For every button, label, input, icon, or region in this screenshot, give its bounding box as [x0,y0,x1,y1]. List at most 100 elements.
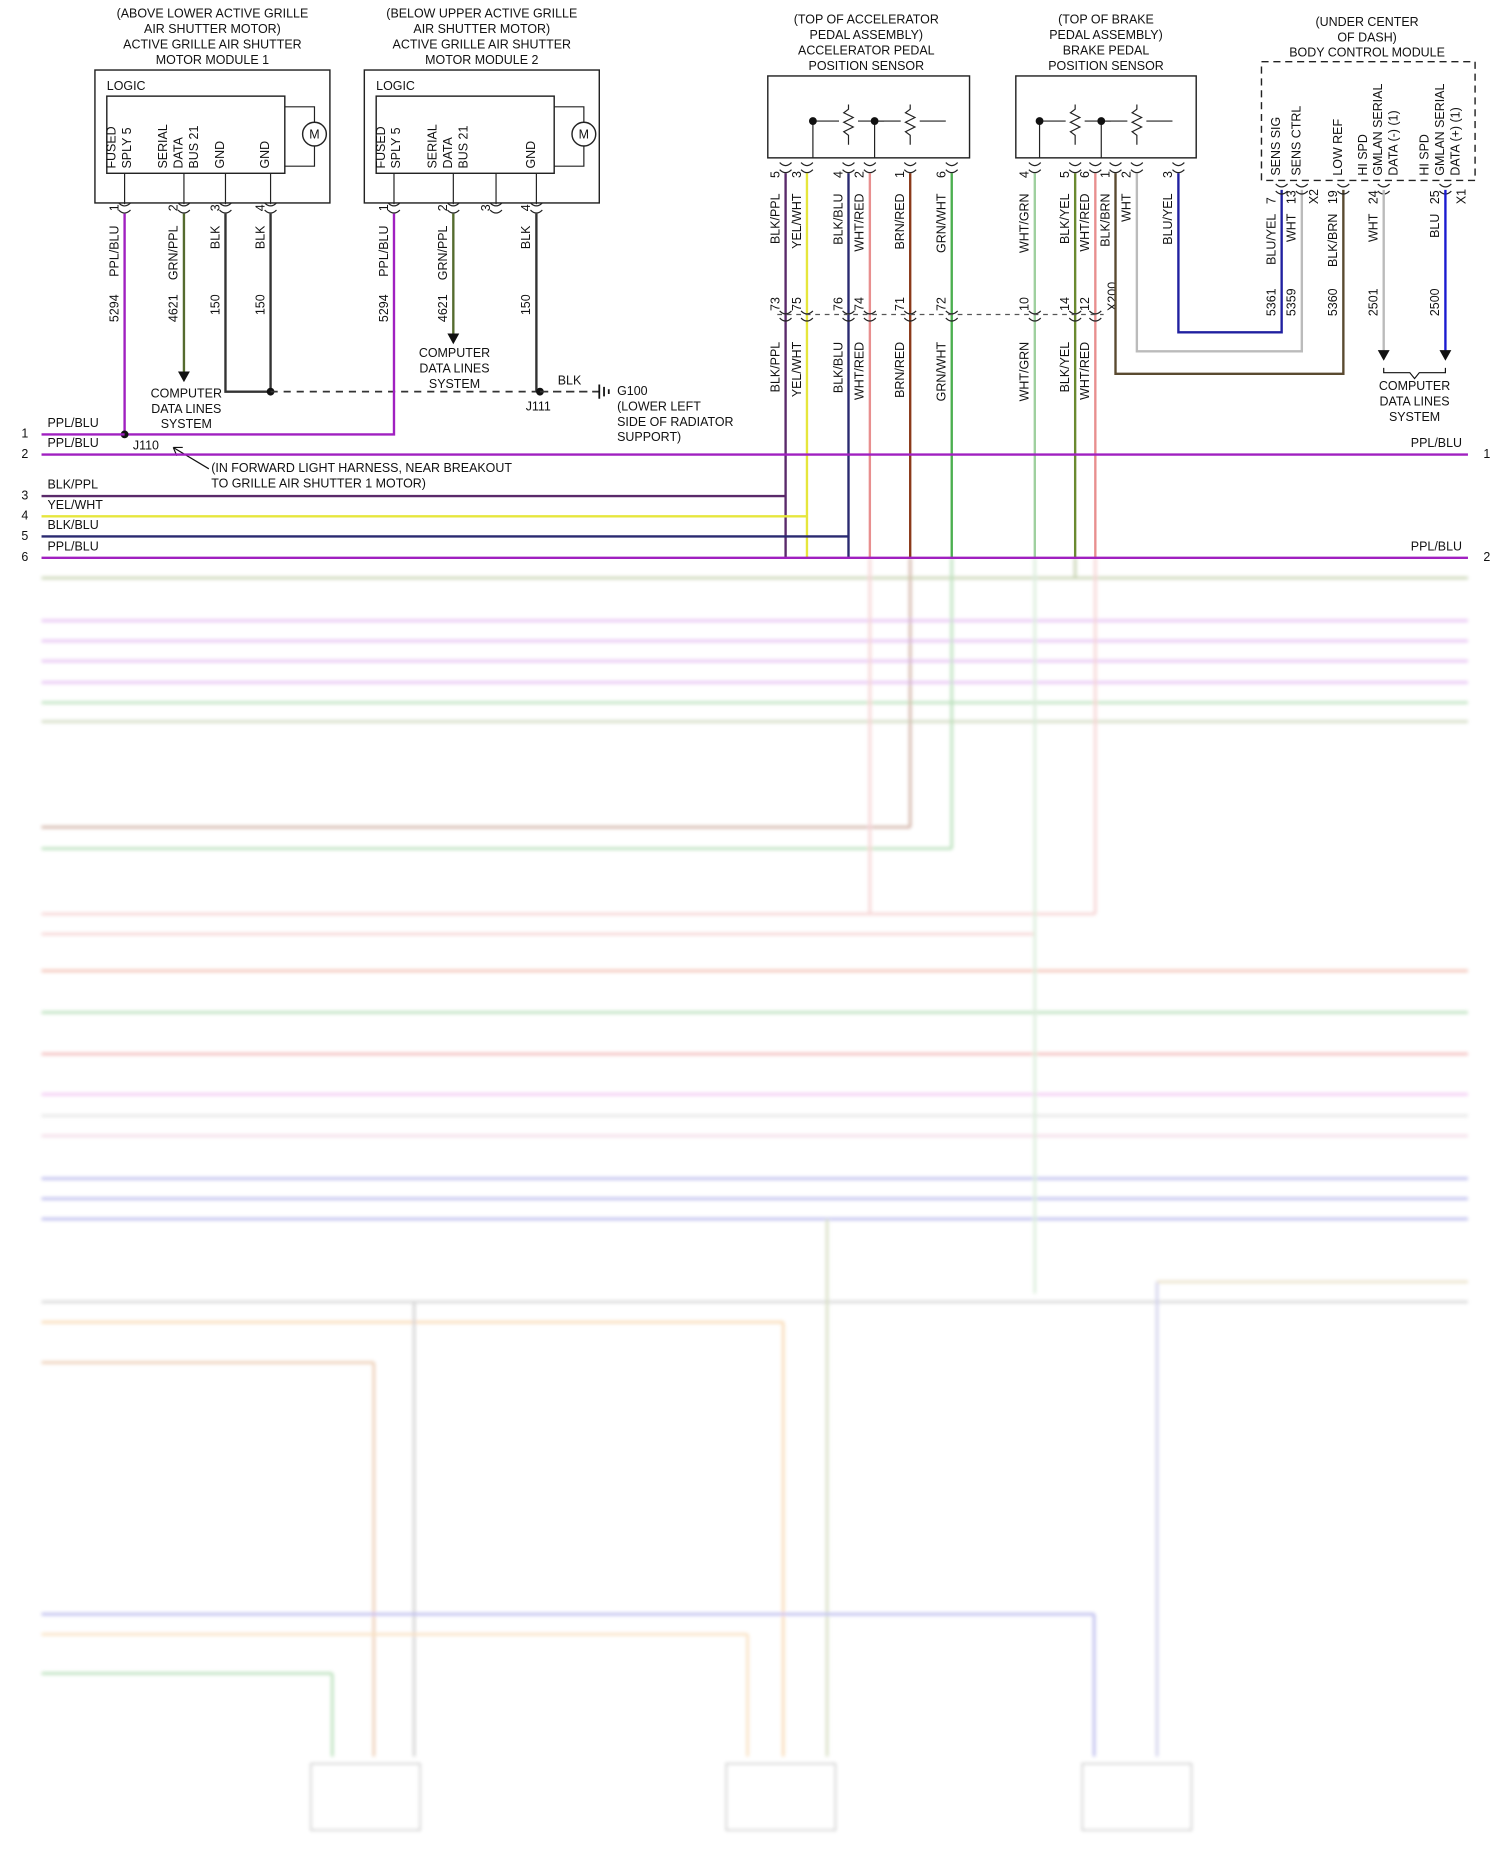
module-location: AIR SHUTTER MOTOR) [144,22,281,36]
wire-color: BLK/BLU [831,193,845,244]
wire [224,213,271,393]
connector [530,202,543,214]
circuit-number: 5294 [107,294,121,322]
pin-function: LOW REF [1331,119,1345,176]
row-number: 6 [21,550,28,564]
pin-function: GND [524,141,538,169]
wire-color: BRN/RED [893,193,907,249]
harness-note: (IN FORWARD LIGHT HARNESS, NEAR BREAKOUT [211,461,512,475]
connector-label: X1 [1454,189,1468,204]
inline-pin-number: 73 [768,297,782,311]
wire-color: WHT/GRN [1018,342,1032,402]
sensor-name: BRAKE PEDAL [1063,43,1150,57]
pin-number: 4 [253,204,267,211]
circuit-number: 4621 [167,294,181,322]
circuit-number: 5361 [1264,288,1278,316]
row-number: 3 [21,488,28,502]
pin-number: 3 [479,204,493,211]
pin-function: GMLAN SERIAL [1433,84,1447,176]
pin-number: 1 [893,171,907,178]
wire-color: WHT [1285,213,1299,242]
wire-color: BLK/BLU [831,342,845,393]
wire-color: PPL/BLU [47,436,98,450]
arrow [1377,350,1390,361]
motor-wire [284,145,316,167]
junction-dot [870,117,879,125]
pin-function: SPLY 5 [120,127,134,168]
connector [264,202,277,214]
circuit-number: 5359 [1285,288,1299,316]
ground-location: (LOWER LEFT [617,399,701,413]
sensor-location: PEDAL ASSEMBLY) [810,28,924,42]
destination-label: DATA LINES [151,402,221,416]
pin-function: DATA (-) (1) [1387,110,1401,175]
destination-label: SYSTEM [161,417,212,431]
wire-color: BLU [1428,214,1442,238]
pin-number: 6 [935,171,949,178]
connector [863,310,877,322]
module-name: ACTIVE GRILLE AIR SHUTTER [123,37,302,51]
connector [1275,183,1288,195]
bcm-box [1260,61,1476,182]
sensor-name: POSITION SENSOR [1048,59,1164,73]
pin-function: SPLY 5 [389,127,403,168]
destination-label: COMPUTER [1379,379,1450,393]
pin-number: 7 [1264,197,1278,204]
wire-color: YEL/WHT [790,193,804,249]
wire-color: BRN/RED [893,342,907,398]
wire-color: YEL/WHT [47,498,103,512]
row-number: 1 [1483,447,1490,461]
destination-label: SYSTEM [1389,410,1440,424]
connector [1337,183,1350,195]
wire-color: PPL/BLU [47,416,98,430]
pin-function: GND [258,141,272,169]
arrow [447,333,460,345]
connector [945,162,959,174]
circuit-number: 5294 [377,294,391,322]
connector [489,202,503,214]
wire-color: GRN/WHT [935,193,949,253]
wire-color: BLU/YEL [1161,193,1175,244]
module-location: (ABOVE LOWER ACTIVE GRILLE [117,7,309,21]
inline-connector-label: X200 [1105,282,1119,311]
pin-number: 2 [1120,171,1134,178]
connector [903,162,917,174]
circuit-number: 4621 [436,294,450,322]
wire [1177,173,1283,334]
pin-number: 2 [167,204,181,211]
pin-function: SENS CTRL [1289,106,1303,176]
pin-number: 2 [436,204,450,211]
inline-pin-number: 76 [831,297,845,311]
pin-function: BUS 21 [187,126,201,169]
pin-function: HI SPD [1356,134,1370,176]
wire-color: WHT [1367,213,1381,242]
connector [1068,162,1082,174]
connector [1109,162,1122,174]
junction-label: J111 [526,399,551,413]
connector [1130,162,1144,174]
wire [1114,173,1345,376]
junction-dot [1035,117,1044,125]
wire-color: YEL/WHT [790,341,804,397]
potentiometer [1130,104,1143,145]
arrow [178,371,190,383]
pin-function: SERIAL [156,124,170,168]
destination-label: COMPUTER [419,346,490,360]
connector [779,310,792,322]
wire-color: PPL/BLU [1411,539,1462,553]
circuit-number: 150 [519,294,533,315]
module-name: MOTOR MODULE 2 [425,53,538,67]
wire-color: BLK/BRN [1098,193,1112,246]
pin-function: GMLAN SERIAL [1371,84,1385,176]
circuit-number: 2501 [1367,288,1381,316]
wire-color: BLK [208,225,222,249]
connector [779,162,792,174]
ground-wire-color: BLK [558,373,582,387]
sensor-location: (TOP OF ACCELERATOR [794,12,939,26]
wire [124,213,396,436]
pin-number: 2 [853,171,867,178]
bcm-location: (UNDER CENTER [1316,15,1419,29]
ground-location: SIDE OF RADIATOR [617,415,733,429]
wire-color: PPL/BLU [107,226,121,277]
